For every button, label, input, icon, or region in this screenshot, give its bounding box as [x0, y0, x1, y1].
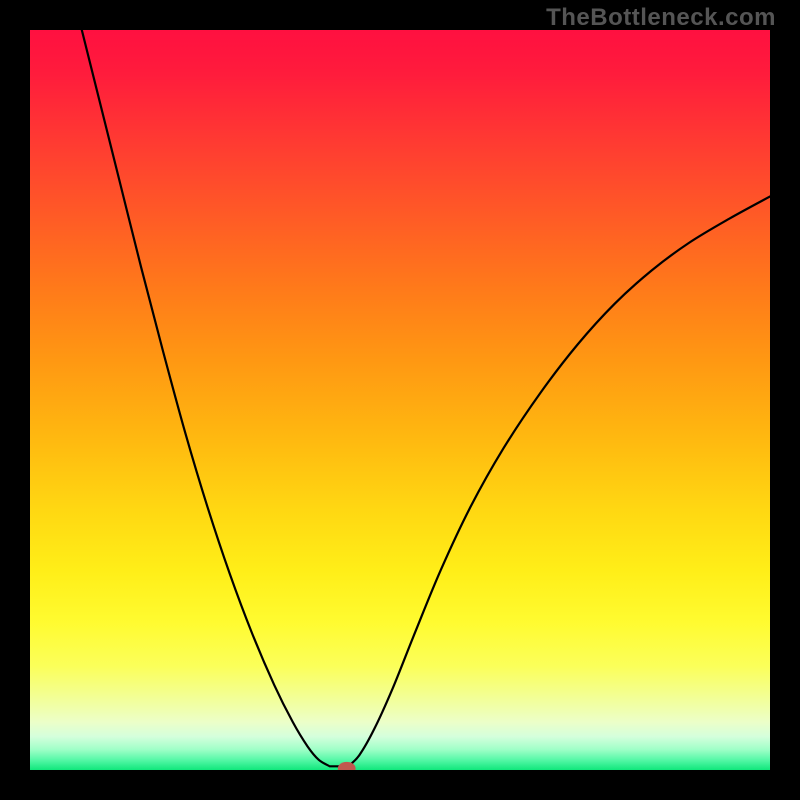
- watermark-text: TheBottleneck.com: [546, 4, 776, 32]
- plot-area: [30, 30, 770, 770]
- chart-svg: [30, 30, 770, 770]
- plot-background: [30, 30, 770, 770]
- chart-frame: TheBottleneck.com: [0, 0, 800, 800]
